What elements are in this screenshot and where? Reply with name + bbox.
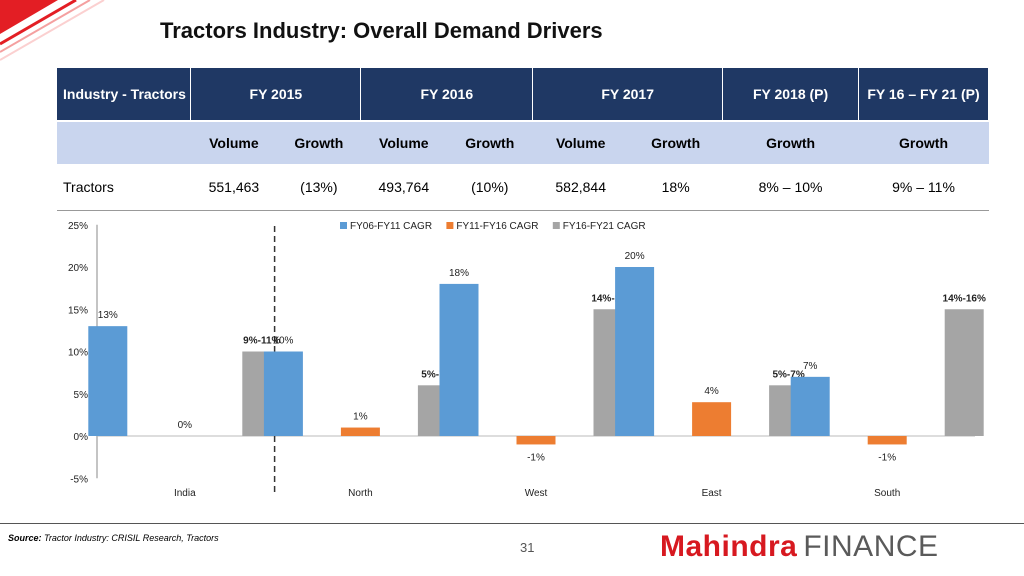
logo-primary: Mahindra xyxy=(660,530,798,563)
bar-india-series-0 xyxy=(88,326,128,436)
data-label: 5%-7% xyxy=(421,369,453,380)
subheader-cell: Growth xyxy=(628,120,723,164)
y-tick-label: 0% xyxy=(74,432,89,443)
table-cell: (10%) xyxy=(446,164,533,211)
table-cell: 8% – 10% xyxy=(722,164,859,211)
data-label: 18% xyxy=(449,268,469,279)
header-fy2015: FY 2015 xyxy=(190,68,362,121)
data-label: -1% xyxy=(527,452,545,463)
subheader-cell: Volume xyxy=(532,120,629,164)
source-text: Tractor Industry: CRISIL Research, Tract… xyxy=(44,533,219,543)
subheader-cell: Growth xyxy=(446,120,533,164)
header-fy2018: FY 2018 (P) xyxy=(722,68,860,121)
table-cell: 9% – 11% xyxy=(858,164,989,211)
bar-west-series-1 xyxy=(516,436,556,445)
x-tick-label: East xyxy=(702,488,722,499)
x-tick-label: India xyxy=(174,488,196,499)
y-tick-label: 25% xyxy=(68,221,88,232)
data-label: 7% xyxy=(803,361,818,372)
logo-secondary: FINANCE xyxy=(803,530,939,563)
data-label: 1% xyxy=(353,412,368,423)
x-tick-label: West xyxy=(525,488,548,499)
bar-north-series-1 xyxy=(340,427,380,436)
table-cell: 493,764 xyxy=(360,164,447,211)
table-header-row: Industry - Tractors FY 2015 FY 2016 FY 2… xyxy=(57,68,989,121)
subheader-cell: Growth xyxy=(858,120,989,164)
bar-west-series-0 xyxy=(439,283,479,436)
header-fy16-fy21: FY 16 – FY 21 (P) xyxy=(858,68,989,121)
data-label: 10% xyxy=(273,336,293,347)
table-cell: 551,463 xyxy=(190,164,277,211)
bar-south-series-2 xyxy=(944,309,984,436)
subheader-cell: Volume xyxy=(190,120,277,164)
page-number: 31 xyxy=(520,540,535,555)
mahindra-finance-logo: Mahindra FINANCE xyxy=(660,530,939,564)
legend-label: FY11-FY16 CAGR xyxy=(456,221,538,232)
demand-table: Industry - Tractors FY 2015 FY 2016 FY 2… xyxy=(57,68,989,211)
y-tick-label: 20% xyxy=(68,263,88,274)
legend-swatch xyxy=(340,222,347,229)
subheader-cell: Growth xyxy=(276,120,361,164)
subheader-cell: Volume xyxy=(360,120,447,164)
cagr-bar-chart: -5% 0% 5% 10% 15% 20% 25% 13% 0% 9%-11% India 10% 1%… xyxy=(68,221,986,499)
header-fy2017: FY 2017 xyxy=(532,68,724,121)
source-label: Source: xyxy=(8,533,42,543)
legend-swatch xyxy=(552,222,560,229)
header-industry: Industry - Tractors xyxy=(57,68,192,121)
data-label: 13% xyxy=(98,310,118,321)
bar-east-series-1 xyxy=(692,402,732,436)
legend-label: FY16-FY21 CAGR xyxy=(563,221,646,232)
data-label: 14%-16% xyxy=(943,293,986,304)
y-tick-label: -5% xyxy=(70,474,88,485)
row-label: Tractors xyxy=(57,164,191,211)
bar-north-series-0 xyxy=(263,351,303,436)
bar-south-series-1 xyxy=(867,436,907,445)
header-fy2016: FY 2016 xyxy=(360,68,534,121)
table-row: Tractors 551,463 (13%) 493,764 (10%) 582… xyxy=(57,164,989,211)
y-tick-label: 15% xyxy=(68,305,88,316)
footer-divider xyxy=(0,523,1024,524)
bar-south-series-0 xyxy=(790,376,830,436)
subheader-cell: Growth xyxy=(722,120,859,164)
table-subheader-row: Volume Growth Volume Growth Volume Growt… xyxy=(57,120,989,164)
legend-swatch xyxy=(446,222,454,229)
table-cell: 18% xyxy=(628,164,723,211)
legend-label: FY06-FY11 CAGR xyxy=(350,221,432,232)
corner-stripes-decoration xyxy=(0,0,140,70)
x-tick-label: North xyxy=(348,488,372,499)
y-tick-label: 5% xyxy=(74,390,89,401)
data-label: 5%-7% xyxy=(772,369,804,380)
table-cell: 582,844 xyxy=(532,164,629,211)
data-label: 14%-16% xyxy=(591,293,634,304)
data-label: 4% xyxy=(704,386,719,397)
subheader-blank xyxy=(57,120,191,164)
y-tick-label: 10% xyxy=(68,348,88,359)
page-title: Tractors Industry: Overall Demand Driver… xyxy=(160,18,603,43)
table-cell: (13%) xyxy=(276,164,361,211)
data-label: -1% xyxy=(878,452,896,463)
x-tick-label: South xyxy=(874,488,900,499)
data-label: 0% xyxy=(178,420,193,431)
source-note: Source: Tractor Industry: CRISIL Researc… xyxy=(8,533,219,543)
data-label: 20% xyxy=(625,251,645,262)
bar-east-series-0 xyxy=(615,267,655,436)
data-label: 9%-11% xyxy=(243,336,280,347)
